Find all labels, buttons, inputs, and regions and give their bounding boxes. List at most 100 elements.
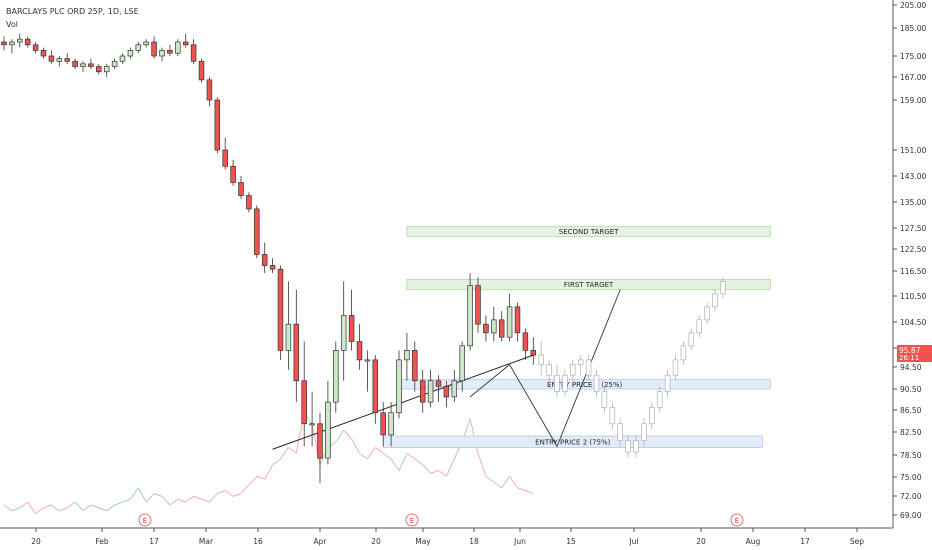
candle[interactable] bbox=[214, 97, 221, 154]
candle[interactable] bbox=[317, 412, 323, 484]
candle[interactable] bbox=[238, 176, 244, 199]
candle[interactable] bbox=[301, 341, 307, 447]
candle[interactable] bbox=[167, 44, 173, 56]
candle-body bbox=[451, 380, 458, 398]
earnings-marker[interactable]: E bbox=[730, 513, 744, 527]
candle[interactable] bbox=[285, 281, 292, 370]
candle-body bbox=[222, 149, 228, 167]
candle[interactable] bbox=[230, 159, 236, 186]
candle[interactable] bbox=[269, 258, 276, 274]
earnings-marker[interactable]: E bbox=[138, 513, 152, 527]
candle[interactable] bbox=[514, 302, 521, 342]
candle[interactable] bbox=[64, 53, 70, 64]
candle-body bbox=[641, 423, 647, 441]
zone-target[interactable] bbox=[406, 225, 771, 237]
candle[interactable] bbox=[159, 47, 165, 62]
y-tick-label: 175.00 bbox=[900, 52, 926, 61]
candle[interactable] bbox=[491, 306, 497, 342]
x-tick-label: 20 bbox=[696, 537, 706, 546]
candle[interactable] bbox=[388, 402, 394, 447]
candle[interactable] bbox=[198, 58, 205, 83]
candle[interactable] bbox=[143, 39, 149, 48]
candle[interactable] bbox=[348, 289, 355, 351]
projection-path[interactable] bbox=[469, 289, 621, 448]
candle[interactable] bbox=[32, 42, 39, 54]
candle[interactable] bbox=[96, 63, 102, 75]
candle[interactable] bbox=[293, 289, 300, 403]
candle[interactable] bbox=[72, 58, 78, 70]
candle[interactable] bbox=[103, 63, 110, 77]
candle[interactable] bbox=[356, 324, 363, 370]
candle[interactable] bbox=[182, 33, 189, 48]
annotation-zones[interactable]: SECOND TARGET FIRST TARGET ENTRY PRICE 1 (… bbox=[382, 225, 771, 448]
candle[interactable] bbox=[246, 192, 252, 213]
candle[interactable] bbox=[396, 350, 402, 419]
candle[interactable] bbox=[467, 273, 473, 351]
candle[interactable] bbox=[277, 265, 284, 360]
candle-body bbox=[372, 359, 379, 414]
volume-segment bbox=[145, 493, 155, 503]
candle[interactable] bbox=[17, 33, 23, 48]
candle[interactable] bbox=[24, 36, 31, 48]
candle[interactable] bbox=[404, 332, 410, 381]
x-tick-label: 15 bbox=[566, 537, 576, 546]
candle[interactable] bbox=[522, 328, 529, 360]
candle[interactable] bbox=[451, 369, 458, 403]
candle[interactable] bbox=[372, 355, 379, 424]
candles[interactable] bbox=[1, 33, 537, 484]
candle[interactable] bbox=[325, 380, 331, 465]
candle[interactable] bbox=[261, 242, 268, 274]
support-trendline[interactable] bbox=[272, 354, 534, 450]
candle[interactable] bbox=[530, 337, 537, 365]
candle[interactable] bbox=[475, 277, 481, 333]
candle[interactable] bbox=[151, 36, 157, 59]
candle[interactable] bbox=[427, 369, 434, 408]
candle[interactable] bbox=[333, 341, 339, 413]
zone-target[interactable] bbox=[406, 278, 771, 291]
time-axis[interactable]: 20 Feb 17 Mar 16 Apr 20 May 18 Jun 15 Jul 20 Aug 17 Sep bbox=[0, 527, 893, 546]
drawings[interactable] bbox=[272, 289, 621, 450]
candle[interactable] bbox=[190, 39, 197, 64]
price-axis[interactable]: 205.00 185.00 175.00 167.00 159.00 151.00 143.… bbox=[892, 0, 926, 528]
volume-segment bbox=[209, 493, 218, 503]
candle[interactable] bbox=[309, 391, 315, 447]
candle[interactable] bbox=[380, 402, 386, 447]
volume-segment bbox=[19, 501, 28, 509]
candle[interactable] bbox=[56, 56, 63, 67]
volume-segment bbox=[343, 429, 352, 440]
candle[interactable] bbox=[498, 311, 505, 342]
volume-segment bbox=[438, 470, 447, 477]
candle[interactable] bbox=[506, 293, 513, 342]
candle[interactable] bbox=[459, 341, 465, 392]
candle[interactable] bbox=[127, 47, 134, 59]
candle-body bbox=[40, 50, 47, 57]
candle[interactable] bbox=[119, 53, 126, 64]
candle-body bbox=[427, 380, 434, 403]
candle[interactable] bbox=[88, 58, 94, 70]
candle[interactable] bbox=[412, 341, 418, 392]
candle[interactable] bbox=[48, 50, 55, 64]
candle[interactable] bbox=[80, 61, 86, 72]
y-tick-label: 159.00 bbox=[900, 96, 926, 105]
candle[interactable] bbox=[340, 281, 347, 381]
candle[interactable] bbox=[364, 350, 371, 392]
projected-candle bbox=[585, 355, 592, 381]
candle[interactable] bbox=[111, 58, 118, 70]
candle[interactable] bbox=[254, 205, 260, 259]
candle[interactable] bbox=[1, 36, 7, 51]
projected-candle bbox=[656, 386, 663, 413]
candle[interactable] bbox=[222, 137, 228, 170]
candle[interactable] bbox=[419, 369, 426, 413]
candle[interactable] bbox=[175, 39, 181, 56]
candle[interactable] bbox=[443, 380, 450, 408]
candle[interactable] bbox=[40, 47, 47, 59]
candle[interactable] bbox=[435, 375, 442, 403]
candle[interactable] bbox=[206, 77, 213, 107]
candle[interactable] bbox=[9, 39, 15, 54]
candle[interactable] bbox=[483, 315, 489, 342]
earnings-marker[interactable]: E bbox=[405, 513, 419, 527]
candle[interactable] bbox=[135, 42, 142, 54]
volume-segment bbox=[106, 504, 115, 512]
